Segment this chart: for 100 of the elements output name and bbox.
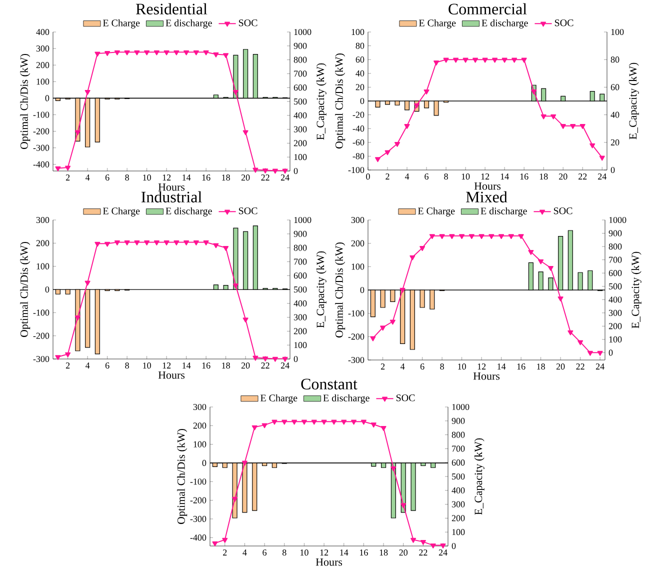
y-tick-label: -200 — [190, 497, 206, 504]
legend-label: SOC — [554, 20, 574, 26]
point — [521, 58, 527, 63]
y2-axis-title: E_Capacity (kW) — [474, 438, 484, 515]
y2-tick-label: 600 — [294, 84, 307, 91]
point — [222, 538, 228, 543]
x-tick-label: 8 — [125, 362, 129, 369]
y2-tick-label: 100 — [294, 342, 307, 348]
point — [482, 58, 488, 63]
point — [453, 58, 459, 63]
point — [390, 320, 396, 325]
point — [203, 240, 209, 246]
x-tick-label: 4 — [85, 174, 90, 180]
point — [134, 240, 140, 246]
y-axis-title: Optimal Ch/Dis (kW) — [20, 54, 30, 150]
x-tick-label: 20 — [556, 364, 565, 370]
y2-tick-label: 100 — [609, 336, 622, 342]
y2-axis-title: E_Capacity (kW) — [316, 63, 326, 140]
point — [65, 166, 71, 171]
y2-tick-label: 800 — [452, 432, 465, 438]
y-tick-label: 300 — [36, 46, 50, 52]
x-tick-label: 22 — [576, 364, 584, 370]
y2-tick-label: 300 — [294, 314, 307, 320]
y2-tick-label: 900 — [608, 230, 622, 236]
point — [124, 240, 130, 246]
chart-title: Industrial — [141, 191, 202, 202]
x-tick-label: 6 — [262, 550, 267, 556]
point — [232, 284, 238, 288]
y2-tick-label: 200 — [608, 323, 622, 330]
y2-tick-label: 0 — [610, 166, 615, 174]
point — [74, 130, 80, 136]
point — [282, 356, 288, 362]
x-tick-label: 4 — [242, 550, 247, 556]
point — [184, 50, 190, 56]
x-tick-label: 24 — [280, 362, 290, 368]
point — [430, 543, 436, 548]
y2-tick-label: 900 — [294, 42, 307, 49]
y2-tick-label: 0 — [294, 356, 298, 362]
y-tick-label: 100 — [36, 78, 50, 85]
x-tick-label: 8 — [440, 364, 444, 370]
point — [558, 296, 564, 302]
y-tick-label: -300 — [348, 356, 364, 364]
y2-tick-label: 700 — [294, 258, 307, 265]
point — [311, 420, 317, 425]
point — [213, 243, 219, 248]
y-tick-label: 100 — [352, 28, 364, 36]
point — [434, 60, 440, 66]
x-tick-label: 8 — [282, 550, 286, 556]
x-tick-label: 12 — [320, 550, 328, 556]
y-tick-label: 300 — [193, 404, 206, 410]
point — [440, 543, 446, 548]
y2-tick-label: 300 — [452, 501, 465, 508]
y-tick-label: -100 — [33, 310, 50, 316]
point — [528, 250, 534, 255]
point — [370, 422, 376, 428]
y-tick-label: -400 — [33, 161, 50, 168]
point — [560, 124, 566, 129]
y-axis-title: Optimal Ch/Dis (kW) — [335, 54, 346, 149]
point — [540, 114, 546, 120]
point — [272, 356, 278, 362]
point — [570, 124, 576, 129]
y2-tick-label: 1000 — [294, 28, 312, 36]
x-tick-label: 6 — [105, 174, 110, 181]
legend-label: E Charge — [418, 19, 456, 28]
y2-tick-label: 500 — [294, 286, 307, 293]
x-tick-label: 12 — [162, 174, 171, 180]
point — [94, 242, 100, 247]
point — [410, 255, 416, 260]
point — [538, 259, 544, 264]
point — [518, 234, 524, 240]
x-tick-label: 6 — [420, 364, 424, 370]
y-tick-label: 200 — [351, 240, 364, 246]
chart-title: Mixed — [466, 191, 508, 202]
y-tick-label: -300 — [33, 144, 50, 151]
y2-axis-title: E_Capacity (kW) — [631, 252, 642, 328]
x-axis-title: Hours — [474, 182, 501, 190]
y2-tick-label: 100 — [452, 529, 465, 536]
point — [548, 266, 554, 271]
point — [104, 51, 110, 56]
point — [321, 420, 327, 425]
point — [390, 466, 396, 472]
y-tick-label: 200 — [36, 240, 50, 246]
y2-tick-label: 500 — [609, 283, 622, 290]
y-tick-label: 0 — [360, 98, 364, 104]
x-tick-label: 22 — [261, 174, 270, 180]
point — [55, 166, 61, 172]
point — [341, 420, 347, 425]
point — [375, 157, 381, 162]
x-tick-label: 24 — [596, 364, 604, 370]
point — [472, 58, 478, 63]
point — [114, 50, 120, 56]
y-tick-label: 200 — [193, 422, 206, 429]
x-tick-label: 18 — [380, 550, 388, 556]
y-tick-label: 20 — [356, 84, 364, 90]
x-tick-label: 14 — [182, 174, 191, 180]
point — [468, 234, 474, 240]
y2-tick-label: 500 — [294, 98, 307, 105]
y2-tick-label: 600 — [294, 272, 307, 279]
point — [351, 420, 357, 425]
y-tick-label: -100 — [190, 478, 206, 485]
